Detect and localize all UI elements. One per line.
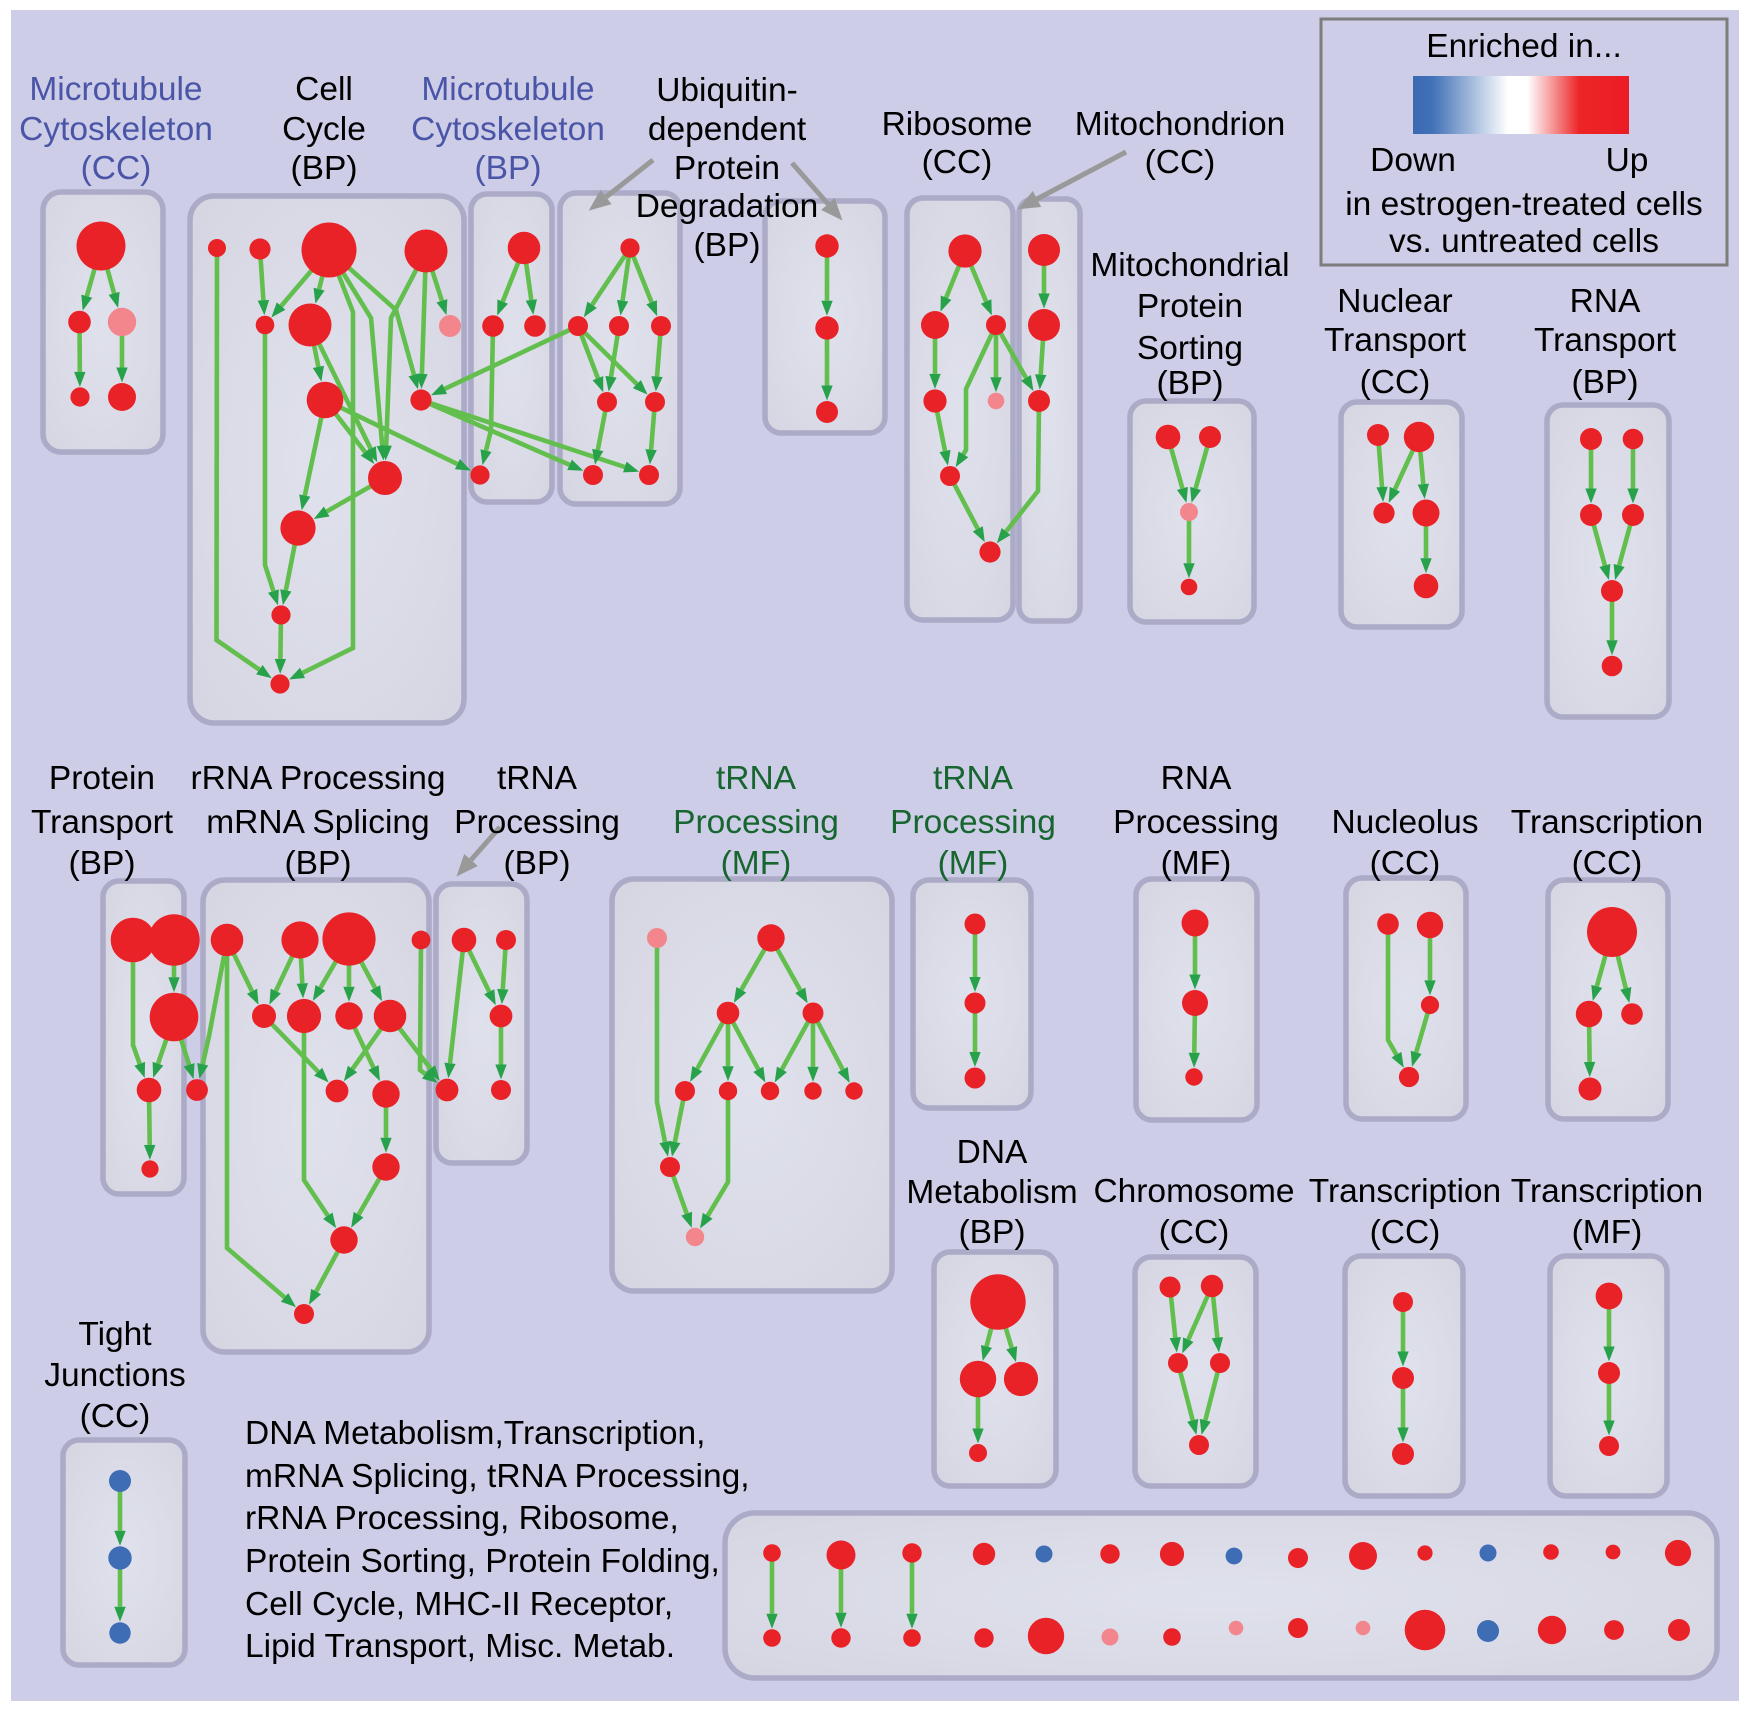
svg-text:mRNA Splicing: mRNA Splicing: [206, 804, 429, 841]
svg-text:Nuclear: Nuclear: [1337, 283, 1452, 320]
svg-text:(BP): (BP): [959, 1214, 1026, 1251]
svg-text:DNA Metabolism,Transcription,: DNA Metabolism,Transcription,: [245, 1415, 705, 1452]
svg-text:tRNA: tRNA: [497, 760, 578, 797]
svg-text:Mitochondrial: Mitochondrial: [1090, 247, 1289, 284]
svg-text:(BP): (BP): [694, 227, 761, 264]
svg-text:Transport: Transport: [1324, 322, 1467, 359]
svg-text:Protein: Protein: [1137, 288, 1243, 325]
svg-text:rRNA Processing: rRNA Processing: [190, 760, 445, 797]
svg-text:in estrogen-treated cells: in estrogen-treated cells: [1345, 186, 1703, 223]
svg-text:Ubiquitin-: Ubiquitin-: [656, 72, 798, 109]
svg-text:Down: Down: [1370, 142, 1456, 179]
svg-text:Metabolism: Metabolism: [906, 1174, 1077, 1211]
svg-text:Cytoskeleton: Cytoskeleton: [19, 111, 213, 148]
svg-text:(CC): (CC): [80, 1398, 151, 1435]
svg-text:Lipid Transport, Misc. Metab.: Lipid Transport, Misc. Metab.: [245, 1628, 675, 1665]
svg-text:(BP): (BP): [1572, 364, 1639, 401]
svg-text:Cytoskeleton: Cytoskeleton: [411, 111, 605, 148]
svg-text:(BP): (BP): [504, 845, 571, 882]
svg-text:Cell Cycle, MHC-II Receptor,: Cell Cycle, MHC-II Receptor,: [245, 1586, 673, 1623]
svg-text:rRNA Processing, Ribosome,: rRNA Processing, Ribosome,: [245, 1500, 679, 1537]
svg-text:Transcription: Transcription: [1309, 1173, 1501, 1210]
svg-text:(BP): (BP): [291, 150, 358, 187]
svg-text:Processing: Processing: [454, 804, 620, 841]
svg-text:RNA: RNA: [1570, 283, 1641, 320]
svg-text:Transport: Transport: [1534, 322, 1677, 359]
svg-text:Cell: Cell: [295, 71, 353, 108]
svg-text:Cycle: Cycle: [282, 111, 366, 148]
svg-text:(CC): (CC): [922, 144, 993, 181]
svg-text:(CC): (CC): [1572, 845, 1643, 882]
svg-text:dependent: dependent: [648, 111, 807, 148]
svg-text:(CC): (CC): [1360, 364, 1431, 401]
svg-text:Sorting: Sorting: [1137, 330, 1243, 367]
svg-text:(BP): (BP): [1157, 365, 1224, 402]
svg-text:tRNA: tRNA: [933, 760, 1014, 797]
svg-text:Protein: Protein: [49, 760, 155, 797]
svg-text:Transcription: Transcription: [1511, 804, 1703, 841]
svg-text:(CC): (CC): [1145, 144, 1216, 181]
svg-text:Processing: Processing: [673, 804, 839, 841]
svg-text:Processing: Processing: [890, 804, 1056, 841]
svg-text:RNA: RNA: [1161, 760, 1232, 797]
svg-text:Up: Up: [1606, 142, 1649, 179]
svg-text:(CC): (CC): [1370, 845, 1441, 882]
svg-text:Ribosome: Ribosome: [882, 106, 1033, 143]
svg-text:(CC): (CC): [81, 150, 152, 187]
svg-text:mRNA Splicing, tRNA Processing: mRNA Splicing, tRNA Processing,: [245, 1458, 750, 1495]
svg-text:Degradation: Degradation: [636, 188, 819, 225]
svg-text:Microtubule: Microtubule: [421, 71, 594, 108]
svg-text:Processing: Processing: [1113, 804, 1279, 841]
svg-text:Transport: Transport: [31, 804, 174, 841]
svg-text:Protein Sorting, Protein Foldi: Protein Sorting, Protein Folding,: [245, 1543, 720, 1580]
svg-text:(MF): (MF): [1161, 845, 1232, 882]
svg-text:(MF): (MF): [1572, 1214, 1643, 1251]
svg-text:Nucleolus: Nucleolus: [1331, 804, 1478, 841]
svg-text:Microtubule: Microtubule: [29, 71, 202, 108]
svg-text:Protein: Protein: [674, 150, 780, 187]
svg-text:Mitochondrion: Mitochondrion: [1075, 106, 1285, 143]
svg-text:Chromosome: Chromosome: [1093, 1173, 1294, 1210]
svg-text:Transcription: Transcription: [1511, 1173, 1703, 1210]
svg-text:(BP): (BP): [475, 150, 542, 187]
svg-text:(CC): (CC): [1370, 1214, 1441, 1251]
svg-text:(MF): (MF): [721, 845, 792, 882]
svg-text:(MF): (MF): [938, 845, 1009, 882]
svg-text:(BP): (BP): [285, 845, 352, 882]
svg-text:DNA: DNA: [957, 1134, 1028, 1171]
svg-text:tRNA: tRNA: [716, 760, 797, 797]
svg-text:Enriched in...: Enriched in...: [1426, 28, 1622, 65]
svg-text:(BP): (BP): [69, 845, 136, 882]
svg-text:Junctions: Junctions: [44, 1357, 186, 1394]
svg-text:Tight: Tight: [78, 1316, 152, 1353]
svg-text:vs. untreated cells: vs. untreated cells: [1389, 223, 1659, 260]
svg-text:(CC): (CC): [1159, 1214, 1230, 1251]
